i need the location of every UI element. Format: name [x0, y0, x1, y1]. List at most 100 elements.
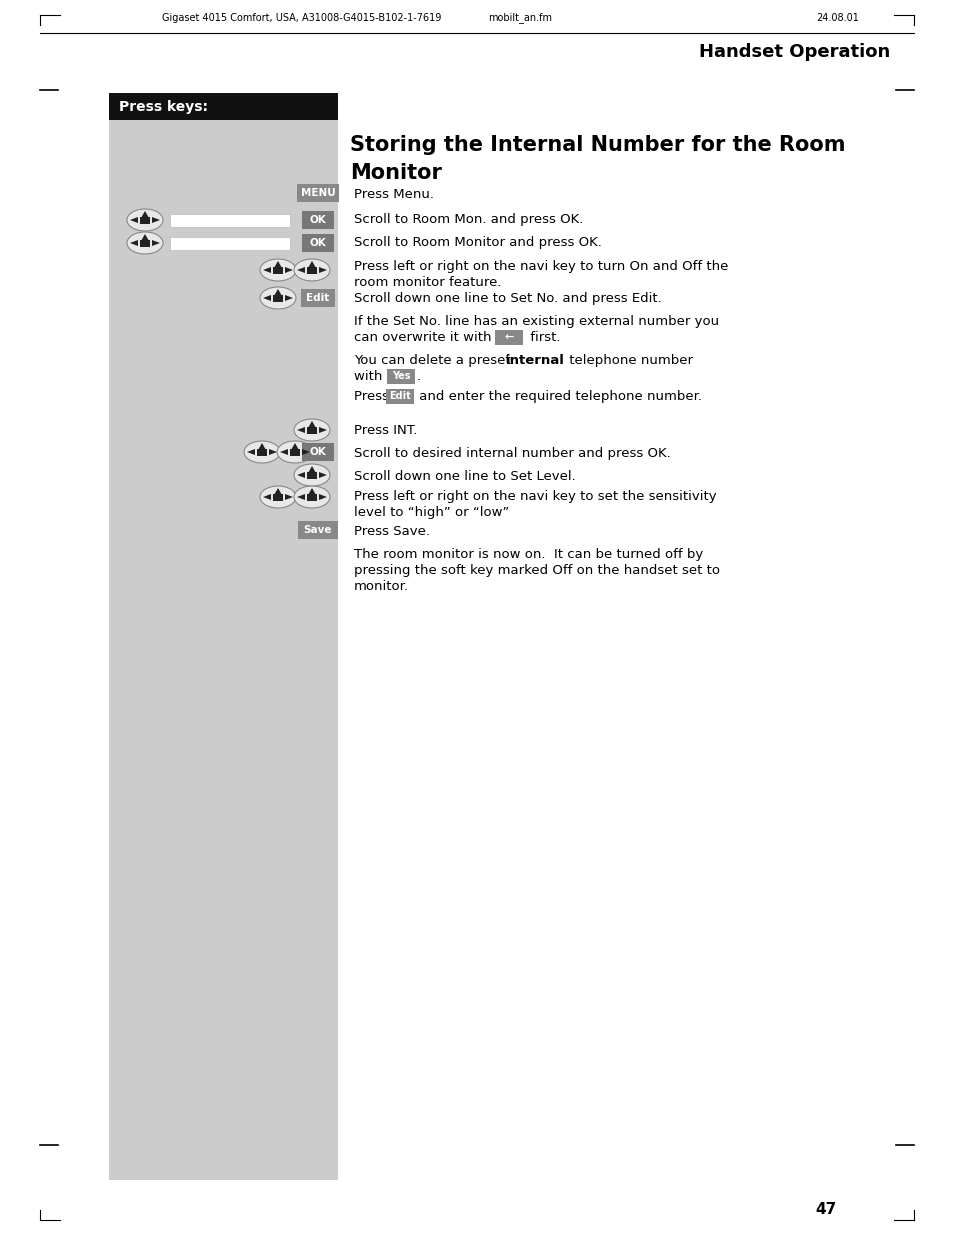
- Bar: [273, 267, 283, 274]
- Polygon shape: [308, 421, 315, 429]
- Polygon shape: [152, 217, 160, 224]
- Polygon shape: [296, 427, 305, 433]
- Polygon shape: [141, 233, 149, 241]
- Polygon shape: [308, 488, 315, 495]
- Polygon shape: [263, 267, 271, 273]
- Polygon shape: [280, 450, 288, 454]
- Polygon shape: [152, 240, 160, 246]
- Bar: [387, 368, 415, 384]
- Text: first.: first.: [525, 331, 560, 345]
- Text: Monitor: Monitor: [350, 163, 441, 183]
- Text: Scroll down one line to Set No. and press Edit.: Scroll down one line to Set No. and pres…: [354, 291, 661, 305]
- Text: ←: ←: [504, 332, 513, 342]
- Polygon shape: [318, 427, 327, 433]
- Text: OK: OK: [310, 447, 326, 457]
- Polygon shape: [296, 472, 305, 478]
- Polygon shape: [263, 494, 271, 500]
- Text: level to “high” or “low”: level to “high” or “low”: [354, 506, 509, 519]
- Polygon shape: [285, 267, 293, 273]
- Bar: [301, 289, 335, 308]
- Text: Press INT.: Press INT.: [354, 424, 416, 437]
- Text: internal: internal: [505, 354, 564, 367]
- Text: Storing the Internal Number for the Room: Storing the Internal Number for the Room: [350, 135, 844, 156]
- Text: 47: 47: [815, 1203, 836, 1218]
- Text: Scroll to Room Mon. and press OK.: Scroll to Room Mon. and press OK.: [354, 212, 583, 226]
- Text: pressing the soft key marked Off on the handset set to: pressing the soft key marked Off on the …: [354, 564, 720, 577]
- Text: Gigaset 4015 Comfort, USA, A31008-G4015-B102-1-7619: Gigaset 4015 Comfort, USA, A31008-G4015-…: [162, 14, 441, 23]
- Ellipse shape: [260, 259, 295, 282]
- Polygon shape: [274, 488, 282, 495]
- Bar: [273, 494, 283, 501]
- Ellipse shape: [294, 464, 330, 487]
- Polygon shape: [318, 494, 327, 500]
- Ellipse shape: [294, 487, 330, 508]
- Text: The room monitor is now on.  It can be turned off by: The room monitor is now on. It can be tu…: [354, 548, 702, 561]
- Text: 24.08.01: 24.08.01: [816, 14, 859, 23]
- Bar: [140, 217, 150, 224]
- Ellipse shape: [127, 209, 163, 231]
- Polygon shape: [302, 450, 310, 454]
- Text: Press left or right on the navi key to set the sensitivity: Press left or right on the navi key to s…: [354, 490, 716, 503]
- Text: MENU: MENU: [300, 188, 335, 198]
- Text: Press Menu.: Press Menu.: [354, 188, 434, 201]
- Text: Scroll to Room Monitor and press OK.: Scroll to Room Monitor and press OK.: [354, 236, 601, 249]
- Ellipse shape: [260, 287, 295, 309]
- Text: You can delete a preset: You can delete a preset: [354, 354, 515, 367]
- Polygon shape: [285, 295, 293, 301]
- Polygon shape: [274, 289, 282, 296]
- Text: and enter the required telephone number.: and enter the required telephone number.: [415, 390, 701, 403]
- Text: Yes: Yes: [392, 370, 410, 382]
- Bar: [297, 521, 337, 538]
- Text: room monitor feature.: room monitor feature.: [354, 275, 501, 289]
- Text: mobilt_an.fm: mobilt_an.fm: [488, 12, 552, 23]
- Polygon shape: [130, 217, 138, 224]
- Bar: [170, 236, 290, 249]
- Text: Press left or right on the navi key to turn On and Off the: Press left or right on the navi key to t…: [354, 261, 727, 273]
- Text: Scroll to desired internal number and press OK.: Scroll to desired internal number and pr…: [354, 447, 670, 459]
- Text: Handset Operation: Handset Operation: [698, 43, 889, 61]
- Bar: [307, 267, 316, 274]
- Bar: [140, 240, 150, 247]
- Bar: [273, 295, 283, 303]
- Bar: [256, 450, 267, 456]
- Bar: [302, 233, 334, 252]
- Polygon shape: [308, 261, 315, 268]
- Bar: [302, 443, 334, 461]
- Bar: [302, 211, 334, 228]
- Bar: [307, 494, 316, 501]
- Bar: [296, 184, 338, 203]
- Text: Press: Press: [354, 390, 393, 403]
- Text: can overwrite it with: can overwrite it with: [354, 331, 491, 345]
- Text: Press Save.: Press Save.: [354, 525, 430, 538]
- Ellipse shape: [294, 259, 330, 282]
- Bar: [109, 93, 337, 1179]
- Text: Edit: Edit: [389, 391, 411, 401]
- Bar: [290, 450, 299, 456]
- Bar: [307, 472, 316, 479]
- Polygon shape: [263, 295, 271, 301]
- Bar: [170, 214, 290, 226]
- Polygon shape: [269, 450, 276, 454]
- Polygon shape: [141, 211, 149, 219]
- Polygon shape: [257, 443, 266, 450]
- Bar: [495, 330, 522, 345]
- Polygon shape: [247, 450, 254, 454]
- Ellipse shape: [294, 419, 330, 441]
- Polygon shape: [274, 261, 282, 268]
- Text: Scroll down one line to Set Level.: Scroll down one line to Set Level.: [354, 471, 576, 483]
- Text: telephone number: telephone number: [564, 354, 692, 367]
- Ellipse shape: [244, 441, 280, 463]
- Text: monitor.: monitor.: [354, 580, 409, 593]
- Text: OK: OK: [310, 215, 326, 225]
- Bar: [386, 389, 414, 404]
- Ellipse shape: [260, 487, 295, 508]
- Bar: [109, 93, 337, 120]
- Text: Press keys:: Press keys:: [119, 100, 208, 114]
- Text: OK: OK: [310, 238, 326, 248]
- Text: Save: Save: [303, 525, 332, 535]
- Text: Edit: Edit: [306, 293, 330, 303]
- Polygon shape: [318, 267, 327, 273]
- Polygon shape: [291, 443, 298, 450]
- Polygon shape: [308, 466, 315, 473]
- Polygon shape: [296, 494, 305, 500]
